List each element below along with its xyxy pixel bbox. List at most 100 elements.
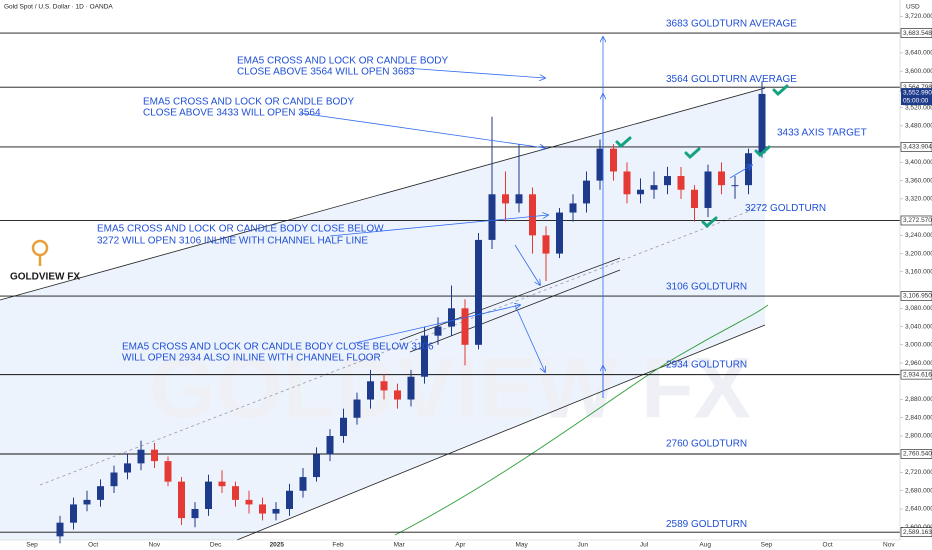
candle-body — [83, 499, 91, 505]
candle-body — [664, 176, 671, 186]
level-text: 2760 GOLDTURN — [666, 439, 747, 450]
last-price-badge — [901, 88, 932, 106]
candle-body — [313, 454, 320, 478]
candle-body — [596, 148, 604, 181]
level-badge-label: 3,683.548 — [903, 30, 932, 37]
annotation: EMA5 CROSS AND LOCK OR CANDLE BODY CLOSE… — [97, 224, 384, 235]
x-tick-label: Nov — [883, 542, 895, 549]
last-price-label: 3,552.990 — [903, 89, 932, 96]
countdown: 05:00:00 — [903, 97, 929, 104]
candle-body — [178, 481, 185, 519]
candle-body — [151, 449, 158, 462]
candle-body — [245, 499, 253, 505]
y-tick-label: 3,480.000 — [905, 123, 932, 130]
annotation: EMA5 CROSS AND LOCK OR CANDLE BODY — [237, 56, 448, 67]
candle-body — [164, 461, 172, 482]
candle-body — [610, 148, 617, 172]
y-tick-label: 3,080.000 — [905, 305, 932, 312]
level-badge — [900, 215, 932, 226]
candle-body — [380, 381, 388, 391]
annotation: CLOSE ABOVE 3564 WILL OPEN 3683 — [237, 67, 415, 78]
y-tick-label: 3,320.000 — [905, 196, 932, 203]
currency: USD — [906, 4, 920, 11]
level-badge-label: 3,272.570 — [903, 217, 932, 224]
y-tick-label: 2,800.000 — [905, 433, 932, 440]
x-tick-label: Jul — [640, 542, 649, 549]
level-text: 3683 GOLDTURN AVERAGE — [666, 19, 797, 30]
candle-body — [718, 171, 725, 186]
annotation: EMA5 CROSS AND LOCK OR CANDLE BODY — [143, 97, 354, 108]
candle-body — [421, 335, 428, 377]
x-tick-label: Feb — [332, 542, 344, 549]
level-badge — [900, 291, 932, 301]
annotation: EMA5 CROSS AND LOCK OR CANDLE BODY CLOSE… — [122, 342, 434, 353]
candle-body — [110, 472, 118, 487]
candle-body — [286, 490, 293, 509]
level-text: 3106 GOLDTURN — [666, 282, 747, 293]
sub-channel — [399, 257, 621, 341]
candle-body — [218, 481, 226, 487]
x-tick-label: Apr — [455, 542, 466, 549]
x-tick-label: Nov — [149, 542, 161, 549]
level-text: 2934 GOLDTURN — [666, 359, 747, 370]
candle-body — [448, 308, 455, 327]
candle-body — [461, 308, 469, 345]
y-tick-label: 3,040.000 — [905, 323, 932, 330]
logo: GOLDVIEW FX — [10, 239, 80, 283]
candle-body — [232, 486, 239, 500]
candle-body — [353, 399, 361, 418]
y-tick-label: 2,640.000 — [905, 506, 932, 513]
level-badge — [900, 142, 932, 152]
x-tick-label: Oct — [88, 542, 98, 549]
candle-body — [97, 486, 104, 500]
annotation: WILL OPEN 2934 ALSO INLINE WITH CHANNEL … — [122, 353, 381, 364]
level-badge-label: 3,106.950 — [903, 293, 932, 300]
level-badge-label: 3,564.798 — [903, 84, 932, 91]
candle-body — [475, 239, 482, 345]
arrows — [299, 37, 752, 398]
channel-bottom — [236, 324, 766, 541]
candle-body — [650, 185, 658, 190]
y-tick-label: 3,600.000 — [905, 68, 932, 75]
candle-body — [569, 203, 577, 213]
candle-body — [137, 449, 145, 464]
candle-body — [691, 189, 698, 208]
candle-body — [488, 194, 496, 240]
candle-body — [299, 477, 307, 491]
check-marks — [615, 84, 789, 229]
candle-body — [637, 189, 644, 195]
level-text: 3564 GOLDTURN AVERAGE — [666, 74, 797, 85]
x-tick-label: May — [515, 542, 528, 549]
level-badge — [900, 527, 932, 537]
candle-body — [542, 235, 550, 254]
y-tick-label: 2,720.000 — [905, 469, 932, 476]
y-tick-label: 3,200.000 — [905, 250, 932, 257]
x-tick-label: Jun — [578, 542, 589, 549]
candle-body — [677, 176, 685, 190]
x-tick-label: Sep — [26, 542, 38, 549]
x-tick-label: 2025 — [270, 542, 285, 549]
level-badge — [900, 28, 932, 38]
candle-body — [326, 436, 334, 455]
candle-body — [259, 504, 266, 514]
chart-title: Gold Spot / U.S. Dollar · 1D · OANDA — [4, 4, 113, 11]
y-tick-label: 2,960.000 — [905, 360, 932, 367]
candle-body — [367, 381, 374, 400]
x-tick-label: Oct — [823, 542, 833, 549]
candle-body — [529, 194, 536, 236]
candle-body — [515, 194, 523, 204]
candle-body — [205, 481, 212, 509]
candle-body — [502, 194, 509, 204]
level-badge — [900, 369, 932, 380]
level-text: 3272 GOLDTURN — [745, 203, 826, 214]
level-text: 3433 AXIS TARGET — [777, 128, 867, 139]
watermark: GOLDVIEW FX — [149, 341, 751, 437]
y-tick-label: 3,000.000 — [905, 342, 932, 349]
level-badge-label: 2,934.616 — [903, 371, 932, 378]
y-tick-label: 3,520.000 — [905, 104, 932, 111]
annotation: CLOSE ABOVE 3433 WILL OPEN 3564 — [143, 108, 321, 119]
candle-body — [758, 93, 766, 154]
y-tick-label: 3,360.000 — [905, 177, 932, 184]
x-tick-label: Sep — [761, 542, 773, 549]
candle-body — [556, 212, 563, 254]
